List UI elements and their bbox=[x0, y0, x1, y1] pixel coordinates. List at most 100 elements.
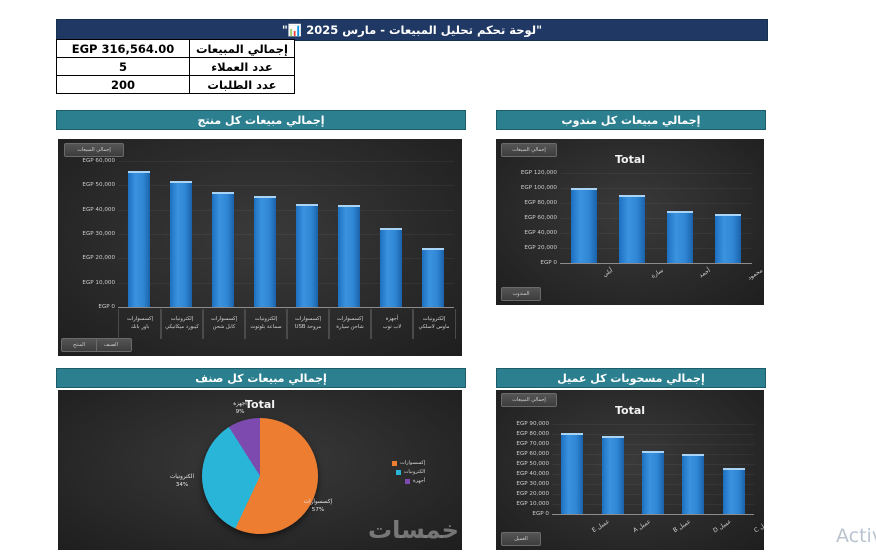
kpi-label-total-sales: إجمالي المبيعات bbox=[189, 39, 295, 58]
pie-legend: إكسسوارات الكترونيات أجهزة bbox=[392, 460, 425, 487]
kpi-value-customer-count: 5 bbox=[56, 57, 190, 76]
panel-header-customer: إجمالي مسحوبات كل عميل bbox=[496, 368, 766, 388]
legend-label: أجهزة bbox=[413, 478, 426, 484]
pivot-field-category-button[interactable]: الصنف bbox=[90, 338, 132, 352]
y-axis-tick-label: EGP 0 bbox=[540, 260, 557, 266]
x-axis-tick-label: سارة bbox=[649, 267, 665, 280]
bar[interactable] bbox=[722, 468, 745, 514]
category-chart-title: Total bbox=[244, 398, 276, 411]
pie-slice-label: الكترونيات 34% bbox=[169, 474, 195, 489]
bar[interactable] bbox=[561, 433, 584, 514]
bar[interactable] bbox=[619, 195, 645, 263]
pivot-field-values-button[interactable]: إجمالي المبيعات bbox=[501, 393, 557, 407]
x-axis-tick-label: إلكترونيات ماوس لاسلكي bbox=[412, 309, 456, 339]
table-row: إجمالي المبيعات EGP 316,564.00 bbox=[56, 39, 295, 58]
y-axis-tick-label: EGP 120,000 bbox=[520, 170, 557, 176]
gridline bbox=[118, 234, 454, 235]
activate-windows-watermark: Activ bbox=[836, 525, 876, 547]
y-axis-tick-label: EGP 20,000 bbox=[524, 245, 557, 251]
y-axis-tick-label: EGP 0 bbox=[98, 304, 115, 310]
pie-slices[interactable] bbox=[202, 418, 318, 534]
kpi-summary-table: إجمالي المبيعات EGP 316,564.00 عدد العمل… bbox=[56, 39, 295, 94]
gridline bbox=[552, 434, 754, 435]
bar[interactable] bbox=[212, 191, 234, 307]
kpi-label-customer-count: عدد العملاء bbox=[189, 57, 295, 76]
legend-swatch bbox=[392, 460, 397, 466]
table-row: عدد الطلبات 200 bbox=[56, 75, 295, 94]
bar[interactable] bbox=[170, 180, 192, 307]
bar[interactable] bbox=[422, 247, 444, 307]
gridline bbox=[552, 424, 754, 425]
x-axis-tick-label: إكسسوارات كابل شحن bbox=[202, 309, 246, 339]
legend-label: إكسسوارات bbox=[400, 460, 426, 466]
y-axis-tick-label: EGP 60,000 bbox=[516, 451, 549, 457]
bar[interactable] bbox=[642, 451, 664, 514]
x-axis-tick-label: محمود bbox=[746, 267, 764, 282]
bar[interactable] bbox=[715, 213, 741, 263]
y-axis-tick-label: EGP 50,000 bbox=[516, 461, 549, 467]
x-axis-tick-label: أبلي bbox=[601, 267, 615, 279]
legend-item[interactable]: الكترونيات bbox=[392, 469, 425, 475]
pie-slice-label: أجهزة 9% bbox=[233, 401, 247, 416]
x-axis-line bbox=[560, 263, 752, 264]
pivot-field-values-button[interactable]: إجمالي المبيعات bbox=[64, 143, 124, 157]
legend-swatch bbox=[395, 469, 401, 475]
pie-slice-label: إكسسوارات 57% bbox=[303, 499, 333, 514]
y-axis-tick-label: EGP 20,000 bbox=[82, 255, 115, 262]
customer-chart-title: Total bbox=[614, 404, 646, 417]
y-axis-tick-label: EGP 60,000 bbox=[82, 158, 115, 164]
bar[interactable] bbox=[667, 210, 693, 263]
x-axis-tick-label: إكسسوارات شاحن سيارة bbox=[328, 309, 372, 339]
y-axis-tick-label: EGP 80,000 bbox=[524, 200, 557, 206]
y-axis-tick-label: EGP 90,000 bbox=[516, 421, 549, 427]
x-axis-tick-label: عميل C bbox=[752, 518, 764, 535]
product-bar-chart[interactable]: إجمالي المبيعات الصنف المنتج EGP 0 EGP 10… bbox=[58, 139, 462, 356]
gridline bbox=[118, 282, 454, 284]
customer-bar-chart[interactable]: Total إجمالي المبيعات العميل EGP 0 EGP 10… bbox=[496, 390, 764, 550]
y-axis-tick-label: EGP 10,000 bbox=[82, 279, 115, 286]
legend-item[interactable]: إكسسوارات bbox=[392, 460, 425, 466]
pivot-field-rep-button[interactable]: المندوب bbox=[501, 287, 541, 301]
gridline bbox=[118, 161, 454, 162]
kpi-value-order-count: 200 bbox=[56, 75, 190, 94]
bar[interactable] bbox=[682, 454, 705, 514]
bar[interactable] bbox=[128, 171, 150, 307]
x-axis-tick-label: إكسسوارات باور بانك bbox=[118, 309, 162, 339]
category-pie-chart[interactable]: Total إكسسوارات 57% الكترونيات 34% أجهزة 9% إك… bbox=[58, 390, 462, 550]
gridline bbox=[118, 209, 454, 211]
dashboard-title-text: "لوحة تحكم تحليل المبيعات - مارس 2025 📊" bbox=[281, 23, 543, 37]
y-axis-tick-label: EGP 50,000 bbox=[82, 182, 115, 189]
gridline bbox=[560, 218, 752, 219]
x-axis-tick-label: عميل D bbox=[712, 518, 734, 535]
panel-header-category: إجمالي مبيعات كل صنف bbox=[56, 368, 466, 388]
bar[interactable] bbox=[254, 195, 276, 307]
x-axis-line bbox=[552, 514, 754, 515]
y-axis-tick-label: EGP 40,000 bbox=[82, 206, 115, 213]
bar[interactable] bbox=[338, 205, 360, 307]
y-axis-tick-label: EGP 30,000 bbox=[82, 231, 115, 237]
bar[interactable] bbox=[571, 188, 597, 263]
table-row: عدد العملاء 5 bbox=[56, 57, 295, 76]
y-axis-tick-label: EGP 70,000 bbox=[516, 441, 549, 447]
panel-header-product-label: إجمالي مبيعات كل منتج bbox=[197, 113, 325, 127]
pivot-field-customer-button[interactable]: العميل bbox=[501, 532, 541, 546]
legend-label: الكترونيات bbox=[403, 469, 426, 475]
x-axis-tick-label: إكسسوارات مروحة USB bbox=[286, 309, 330, 339]
pivot-field-values-button[interactable]: إجمالي المبيعات bbox=[501, 143, 557, 157]
y-axis-tick-label: EGP 20,000 bbox=[516, 491, 549, 497]
gridline bbox=[560, 203, 752, 204]
gridline bbox=[118, 185, 454, 187]
bar[interactable] bbox=[296, 204, 318, 307]
x-axis-tick-label: عميل E bbox=[591, 518, 612, 535]
bar[interactable] bbox=[601, 436, 624, 514]
y-axis-tick-label: EGP 30,000 bbox=[516, 481, 549, 487]
pivot-field-product-button[interactable]: المنتج bbox=[61, 338, 97, 352]
y-axis-tick-label: EGP 60,000 bbox=[524, 215, 557, 221]
x-axis-tick-label: أجهزة لاب توب bbox=[370, 309, 414, 339]
legend-item[interactable]: أجهزة bbox=[392, 478, 425, 484]
panel-header-product: إجمالي مبيعات كل منتج bbox=[56, 110, 466, 130]
bar[interactable] bbox=[380, 228, 402, 307]
y-axis-tick-label: EGP 40,000 bbox=[524, 230, 557, 236]
rep-bar-chart[interactable]: Total إجمالي المبيعات المندوب EGP 0 EGP 2… bbox=[496, 139, 764, 305]
x-axis-tick-label: أحمد bbox=[697, 267, 712, 280]
